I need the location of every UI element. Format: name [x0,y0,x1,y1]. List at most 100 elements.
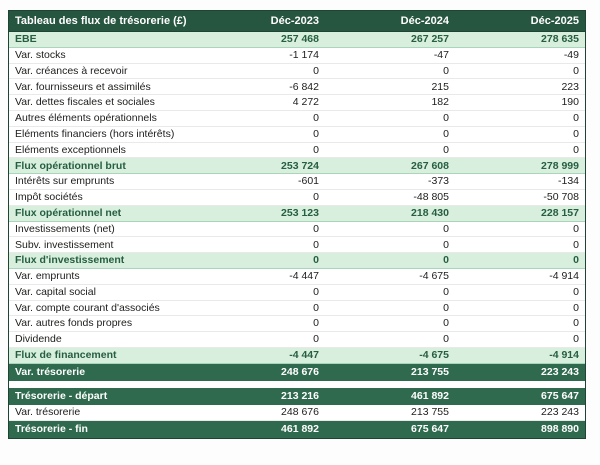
row-label: Eléments financiers (hors intérêts) [15,128,175,140]
cell-value: 223 [561,80,579,93]
table-row: Var. stocks -1 174 -47 -49 [9,47,585,64]
cell-value: 0 [443,64,449,77]
row-label: Var. créances à recevoir [15,65,128,77]
table-row: Var. dettes fiscales et sociales 4 272 182… [9,95,585,111]
row-label: Var. fournisseurs et assimilés [15,81,151,93]
cell-value: 253 724 [281,159,319,172]
row-label: Impôt sociétés [15,192,83,203]
cell-value: 213 755 [411,365,449,378]
cell-value: 0 [313,191,319,204]
table-row: Flux opérationnel net 253 123 218 430 228 1… [9,205,585,222]
cell-value: 0 [443,254,449,267]
cashflow-table: Tableau des flux de trésorerie (£) Déc-2… [8,10,586,439]
table-row: Var. trésorerie 248 676 213 755 223 243 [9,363,585,381]
cell-value: 0 [313,285,319,298]
row-label: Var. trésorerie [15,406,81,418]
table-row: Flux opérationnel brut 253 724 267 608 278 … [9,158,585,175]
row-label: Var. compte courant d'associés [15,302,160,314]
cell-value: 248 676 [281,365,319,378]
table-row: Var. compte courant d'associés 0 0 0 [9,300,585,317]
cell-value: 223 243 [541,405,579,418]
cell-value: 461 892 [411,389,449,402]
cell-value: 0 [573,112,579,125]
cell-value: -4 675 [419,270,449,283]
table-row: Var. fournisseurs et assimilés -6 842 215 2… [9,79,585,96]
cell-value: 223 243 [541,365,579,378]
row-label: Var. trésorerie [15,366,86,378]
cell-value: 0 [443,222,449,235]
cell-value: 0 [313,238,319,251]
column-header-dec-2024: Déc-2024 [400,14,449,27]
cell-value: -47 [433,48,449,61]
cell-value: 0 [573,285,579,298]
row-label: Var. autres fonds propres [15,318,133,329]
table-row: Var. emprunts -4 447 -4 675 -4 914 [9,268,585,285]
row-label: Flux opérationnel net [15,207,122,219]
row-label: Var. dettes fiscales et sociales [15,97,155,108]
cell-value: -4 447 [289,270,319,283]
spacer-row [9,380,585,388]
cell-value: 190 [561,96,579,109]
cell-value: 0 [443,112,449,125]
cell-value: 213 216 [281,389,319,402]
cell-value: 0 [573,127,579,140]
table-row: Trésorerie - départ 213 216 461 892 675 647 [9,387,585,405]
cell-value: -48 805 [413,191,449,204]
cell-value: 0 [443,285,449,298]
cell-value: 0 [573,254,579,267]
row-label: Flux d'investissement [15,255,125,266]
cell-value: 278 999 [541,159,579,172]
cell-value: 0 [443,127,449,140]
cell-value: 215 [431,80,449,93]
row-label: Flux opérationnel brut [15,160,126,172]
row-label: Trésorerie - fin [15,423,88,435]
row-label: Var. capital social [15,286,96,298]
cell-value: 218 430 [411,206,449,219]
row-label: Subv. investissement [15,239,114,250]
cell-value: -4 914 [549,270,579,283]
table-header-row: Tableau des flux de trésorerie (£) Déc-2… [9,11,585,32]
cell-value: 0 [573,238,579,251]
table-row: Intérêts sur emprunts -601 -373 -134 [9,174,585,190]
cell-value: 0 [313,254,319,267]
table-body: EBE 257 468 267 257 278 635 Var. stocks -1 17… [9,32,585,438]
cell-value: 4 272 [292,96,319,109]
cell-value: 0 [573,317,579,330]
cell-value: 461 892 [281,422,319,435]
table-row: Eléments financiers (hors intérêts) 0 0 0 [9,126,585,143]
cell-value: 0 [573,222,579,235]
cell-value: 267 257 [411,33,449,46]
table-row: Trésorerie - fin 461 892 675 647 898 890 [9,420,585,438]
cell-value: -4 675 [419,349,449,362]
cell-value: 0 [313,143,319,156]
table-row: Investissements (net) 0 0 0 [9,221,585,238]
cell-value: -1 174 [289,48,319,61]
cell-value: 675 647 [411,422,449,435]
table-row: Var. créances à recevoir 0 0 0 [9,63,585,80]
table-row: Var. autres fonds propres 0 0 0 [9,316,585,333]
row-label: EBE [15,34,37,45]
row-label: Eléments exceptionnels [15,144,126,156]
table-row: Autres éléments opérationnels 0 0 0 [9,110,585,127]
cell-value: 675 647 [541,389,579,402]
row-label: Dividende [15,334,62,345]
cell-value: 0 [443,301,449,314]
cell-value: -6 842 [289,80,319,93]
row-label: Trésorerie - départ [15,390,108,402]
table-row: Flux de financement -4 447 -4 675 -4 914 [9,347,585,364]
column-header-dec-2025: Déc-2025 [530,14,579,27]
cell-value: 0 [313,112,319,125]
cell-value: 213 755 [411,405,449,418]
table-title: Tableau des flux de trésorerie (£) [15,15,187,27]
column-header-dec-2023: Déc-2023 [270,14,319,27]
cell-value: 182 [431,96,449,109]
row-label: Autres éléments opérationnels [15,113,157,124]
table-row: Impôt sociétés 0 -48 805 -50 708 [9,189,585,206]
cell-value: -50 708 [543,191,579,204]
cell-value: 0 [313,64,319,77]
cell-value: 0 [573,301,579,314]
cell-value: -373 [427,175,449,188]
row-label: Investissements (net) [15,223,115,235]
cell-value: 267 608 [411,159,449,172]
